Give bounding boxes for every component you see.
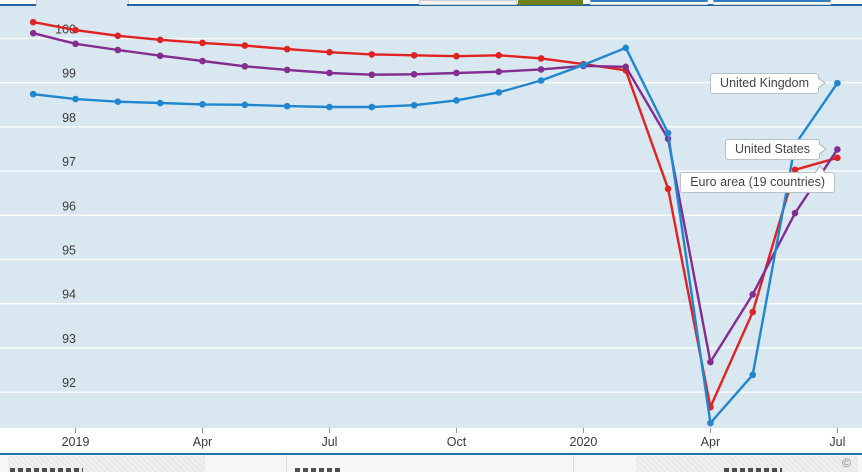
- data-point[interactable]: [326, 69, 333, 77]
- data-point[interactable]: [199, 101, 206, 108]
- x-tick-label: Oct: [447, 435, 467, 449]
- y-tick-label: 94: [62, 288, 76, 302]
- data-point[interactable]: [283, 66, 291, 74]
- y-tick-label: 95: [62, 244, 76, 258]
- copyright-symbol: ©: [842, 456, 851, 470]
- data-point[interactable]: [537, 55, 545, 62]
- toolbar-button-light[interactable]: [419, 0, 517, 5]
- toolbar-accent-line: [127, 4, 862, 6]
- y-tick-label: 96: [62, 199, 76, 213]
- plot-area: [0, 6, 862, 428]
- data-point[interactable]: [410, 71, 418, 78]
- x-tick-label: Jul: [321, 435, 337, 449]
- cropped-text-fragment: [295, 468, 341, 472]
- data-point[interactable]: [326, 103, 333, 111]
- data-point[interactable]: [453, 69, 460, 77]
- series-label-united-states: United States: [724, 138, 827, 160]
- data-point[interactable]: [368, 71, 376, 79]
- data-point[interactable]: [29, 29, 37, 37]
- data-point[interactable]: [29, 90, 37, 98]
- series-label-united-kingdom: United Kingdom: [710, 72, 826, 94]
- y-tick-label: 93: [62, 332, 76, 346]
- y-tick-label: 98: [62, 111, 76, 125]
- data-point[interactable]: [664, 129, 672, 137]
- data-point[interactable]: [114, 32, 122, 40]
- data-point[interactable]: [749, 308, 757, 316]
- data-point[interactable]: [241, 63, 249, 70]
- data-point[interactable]: [241, 42, 249, 49]
- toolbar-button-outline-2[interactable]: [713, 0, 831, 5]
- data-point[interactable]: [199, 57, 206, 65]
- x-tick-label: Jul: [829, 435, 845, 449]
- data-point[interactable]: [495, 89, 503, 96]
- data-point[interactable]: [72, 26, 79, 34]
- toolbar-strip: [0, 0, 862, 6]
- series-line: [32, 46, 839, 425]
- data-point[interactable]: [453, 97, 460, 104]
- series-line: [32, 32, 839, 364]
- x-tick-label: Apr: [701, 435, 720, 449]
- toolbar-button-outline-1[interactable]: [590, 0, 708, 5]
- x-tick-label: Apr: [193, 435, 212, 449]
- data-point[interactable]: [749, 371, 757, 379]
- cropped-text-fragment: [724, 468, 782, 472]
- data-point[interactable]: [834, 146, 841, 153]
- data-point[interactable]: [834, 154, 841, 162]
- footer-strip: ©: [0, 455, 862, 472]
- data-point[interactable]: [664, 185, 672, 193]
- series-label-text: Euro area (19 countries): [690, 174, 825, 189]
- x-tick-label: 2020: [570, 435, 598, 449]
- footer-control-right[interactable]: [636, 456, 858, 472]
- data-point[interactable]: [749, 291, 757, 298]
- data-point[interactable]: [156, 36, 164, 44]
- bottom-accent-line: [0, 453, 862, 455]
- data-point[interactable]: [72, 40, 79, 48]
- toolbar-button-olive[interactable]: [518, 0, 583, 5]
- data-point[interactable]: [707, 358, 714, 366]
- data-point[interactable]: [495, 68, 503, 75]
- data-point[interactable]: [580, 61, 587, 69]
- x-tick-label: 2019: [62, 435, 90, 449]
- data-point[interactable]: [368, 103, 376, 111]
- toolbar-accent-line: [0, 4, 36, 6]
- data-point[interactable]: [791, 209, 799, 217]
- selected-tab-chart[interactable]: [36, 0, 129, 6]
- series-label-euro-area: Euro area (19 countries): [680, 164, 835, 193]
- data-point[interactable]: [283, 102, 291, 110]
- data-point[interactable]: [114, 46, 122, 54]
- data-point[interactable]: [495, 51, 503, 59]
- data-point[interactable]: [326, 48, 333, 56]
- data-point[interactable]: [410, 51, 418, 59]
- data-point[interactable]: [537, 77, 545, 84]
- data-point[interactable]: [537, 66, 545, 73]
- data-point[interactable]: [29, 18, 37, 26]
- data-point[interactable]: [834, 79, 841, 87]
- series-label-text: United Kingdom: [720, 75, 809, 90]
- data-point[interactable]: [72, 95, 79, 103]
- data-point[interactable]: [622, 44, 630, 52]
- y-tick-label: 92: [62, 376, 76, 390]
- data-point[interactable]: [199, 39, 206, 47]
- footer-divider: [573, 455, 574, 472]
- series-label-text: United States: [734, 141, 810, 156]
- data-point[interactable]: [622, 63, 630, 71]
- data-point[interactable]: [707, 419, 714, 427]
- data-point[interactable]: [791, 166, 799, 174]
- data-point[interactable]: [156, 52, 164, 60]
- data-point[interactable]: [410, 101, 418, 109]
- data-point[interactable]: [283, 45, 291, 53]
- footer-divider: [286, 455, 287, 472]
- data-point[interactable]: [368, 51, 376, 58]
- cli-line-chart: 92 93 94 95 96 97 98 99 100 2019 Apr Jul Oct 2020 Apr J…: [0, 6, 862, 449]
- y-tick-label: 100: [55, 23, 76, 37]
- y-tick-label: 97: [62, 155, 76, 169]
- data-point[interactable]: [114, 98, 122, 106]
- data-point[interactable]: [241, 101, 249, 109]
- data-point[interactable]: [156, 99, 164, 107]
- y-tick-label: 99: [62, 67, 76, 81]
- cropped-text-fragment: [10, 468, 83, 472]
- data-point[interactable]: [453, 52, 460, 60]
